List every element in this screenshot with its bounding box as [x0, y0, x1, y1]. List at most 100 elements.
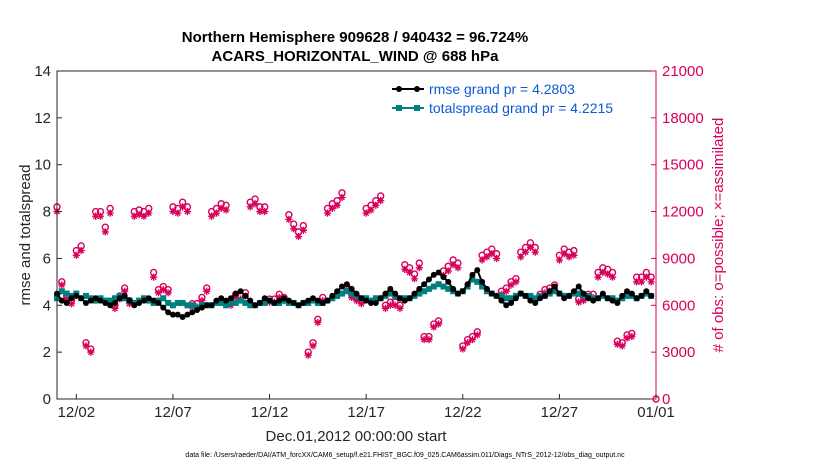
obs-assimilated-point	[459, 345, 467, 353]
rmse-point	[570, 288, 577, 295]
obs-assimilated-point	[637, 278, 646, 286]
legend-rmse-label: rmse grand pr = 4.2803	[429, 81, 575, 97]
obs-assimilated-point	[647, 278, 655, 286]
y2-tick-label: 0	[662, 391, 670, 408]
rmse-point	[227, 295, 234, 302]
rmse-point	[126, 297, 133, 304]
obs-assimilated-point	[130, 212, 138, 220]
rmse-series	[54, 267, 655, 320]
totalspread-point	[218, 299, 225, 306]
totalspread-point	[624, 292, 631, 299]
obs-assimilated-point	[464, 339, 472, 347]
obs-assimilated-point	[521, 248, 530, 256]
y-axis-label: rmse and totalspread	[17, 165, 34, 306]
totalspread-point	[440, 283, 447, 290]
rmse-point	[580, 290, 587, 297]
y-tick-label: 12	[34, 110, 51, 127]
rmse-point	[276, 297, 283, 304]
rmse-point	[305, 297, 312, 304]
obs-assimilated-point	[517, 253, 525, 261]
obs-assimilated-point	[483, 253, 491, 261]
totalspread-point	[527, 292, 534, 299]
rmse-point	[406, 295, 413, 302]
x-tick-label: 12/02	[58, 404, 96, 421]
rmse-point	[310, 295, 317, 302]
obs-assimilated-point	[396, 304, 404, 313]
totalspread-point	[184, 302, 191, 309]
rmse-point	[92, 295, 99, 302]
y2-tick-label: 3000	[662, 344, 695, 361]
rmse-point	[184, 311, 191, 318]
rmse-point	[643, 288, 650, 295]
obs-assimilated-point	[77, 247, 85, 255]
rmse-point	[78, 295, 85, 302]
obs-assimilated-point	[362, 209, 370, 217]
obs-assimilated-point	[275, 293, 283, 302]
rmse-point	[445, 278, 452, 285]
rmse-point	[459, 288, 466, 295]
obs-assimilated-point	[145, 209, 153, 217]
rmse-point	[469, 271, 476, 278]
y2-tick-label: 21000	[662, 63, 704, 80]
obs-assimilated-point	[232, 293, 240, 302]
rmse-point	[435, 269, 442, 276]
totalspread-point	[575, 290, 582, 297]
obs-assimilated-point	[169, 207, 177, 216]
totalspread-point	[532, 295, 539, 302]
x-tick-label: 01/01	[637, 404, 675, 421]
rmse-point	[116, 295, 123, 302]
obs-assimilated-point	[178, 203, 187, 211]
rmse-point	[566, 292, 573, 299]
obs-assimilated-point	[304, 351, 312, 359]
rmse-point	[551, 283, 558, 290]
obs-assimilated-point	[314, 318, 322, 327]
rmse-point	[68, 295, 75, 302]
y2-tick-label: 6000	[662, 297, 695, 314]
rmse-point	[223, 297, 230, 304]
obs-assimilated-point	[164, 289, 172, 297]
totalspread-point	[416, 290, 423, 297]
y-tick-label: 14	[34, 63, 51, 80]
rmse-point	[334, 288, 341, 295]
rmse-point	[87, 297, 94, 304]
rmse-point	[367, 299, 374, 306]
legend-rmse-marker	[396, 86, 402, 92]
rmse-point	[527, 297, 534, 304]
rmse-point	[590, 297, 597, 304]
rmse-point	[401, 297, 408, 304]
y2-tick-label: 12000	[662, 204, 704, 221]
obs-assimilated-point	[454, 264, 462, 272]
rmse-point	[213, 297, 220, 304]
obs-assimilated-point	[473, 331, 481, 339]
rmse-point	[150, 297, 157, 304]
rmse-point	[517, 290, 524, 297]
obs-assimilated-point	[410, 275, 419, 283]
totalspread-point	[242, 299, 249, 306]
totalspread-point	[107, 297, 114, 304]
rmse-point	[189, 309, 196, 316]
rmse-point	[522, 292, 529, 299]
rmse-point	[624, 288, 631, 295]
rmse-point	[348, 285, 355, 292]
obs-assimilated-point	[579, 297, 588, 305]
obs-assimilated-point	[212, 209, 221, 217]
rmse-point	[107, 302, 114, 309]
rmse-point	[140, 297, 147, 304]
data-file-footnote: data file: /Users/raeder/DAI/ATM_forcXX/…	[185, 452, 625, 459]
totalspread-point	[189, 302, 196, 309]
rmse-point	[281, 295, 288, 302]
totalspread-point	[372, 295, 379, 302]
obs-assimilated-point	[575, 298, 583, 306]
obs-assimilated-point	[492, 254, 501, 263]
legend-spread-marker	[414, 105, 420, 111]
totalspread-point	[174, 299, 181, 306]
rmse-point	[169, 311, 176, 318]
obs-assimilated-point	[512, 278, 520, 286]
obs-assimilated-point	[290, 225, 298, 233]
rmse-point	[358, 295, 365, 302]
obs-assimilated-point	[111, 304, 119, 313]
rmse-point	[285, 297, 292, 304]
obs-assimilated-point	[377, 197, 385, 205]
rmse-point	[372, 299, 379, 306]
rmse-point	[155, 299, 162, 306]
